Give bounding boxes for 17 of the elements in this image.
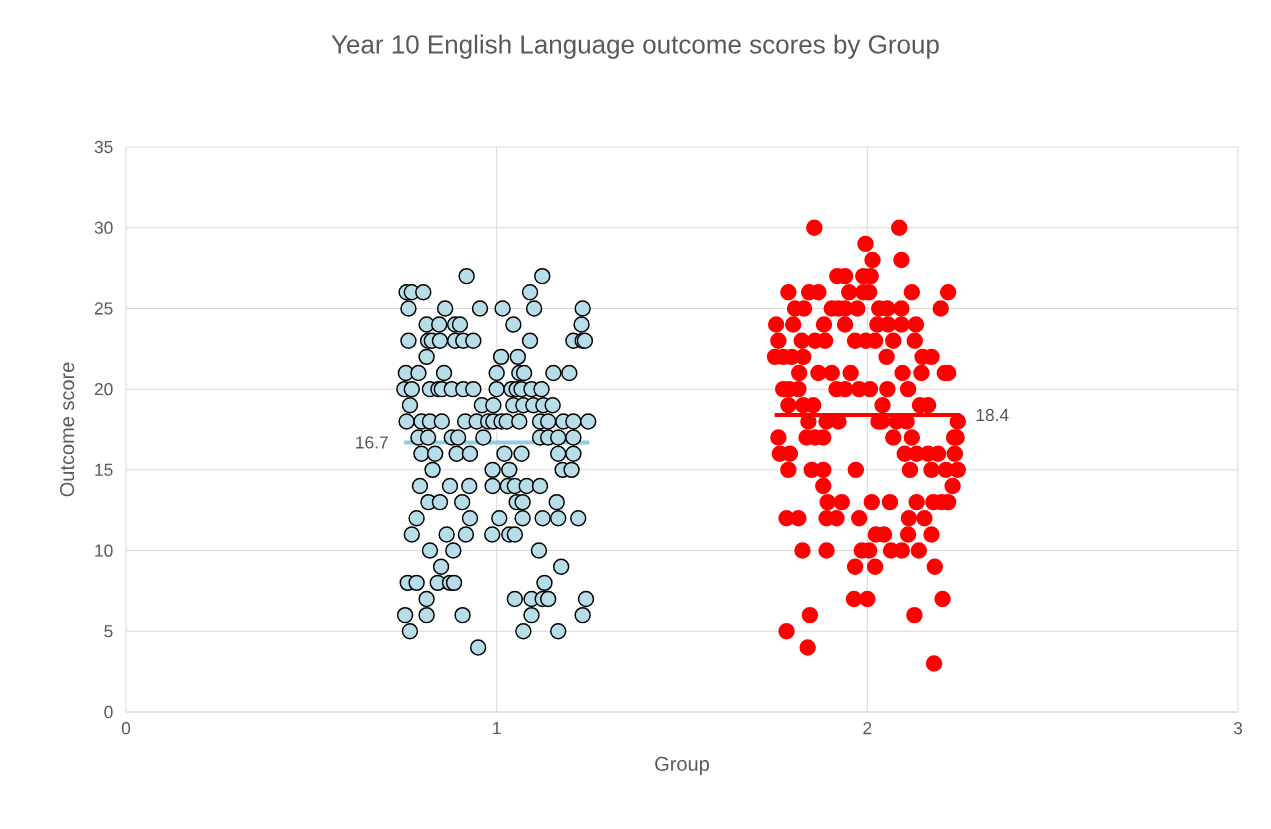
x-tick-label: 2 xyxy=(863,722,872,735)
y-tick-label: 35 xyxy=(94,140,113,154)
y-tick-label: 30 xyxy=(94,221,113,234)
chart-title: Year 10 English Language outcome scores by Group xyxy=(331,34,939,59)
y-tick-label: 20 xyxy=(94,383,113,396)
data-label: 16.7 xyxy=(356,436,388,449)
y-tick-label: 15 xyxy=(95,463,113,476)
y-axis-title: Outcome score xyxy=(60,362,75,497)
y-tick-label: 0 xyxy=(104,705,113,719)
y-tick-label: 10 xyxy=(95,544,113,557)
y-tick-label: 25 xyxy=(94,302,113,315)
x-tick-label: 3 xyxy=(1233,722,1243,735)
x-axis-title: Group xyxy=(655,756,709,775)
data-label: 18.4 xyxy=(976,408,1009,422)
y-tick-label: 5 xyxy=(104,625,113,638)
x-tick-label: 1 xyxy=(493,722,501,734)
x-tick-label: 0 xyxy=(121,722,131,735)
